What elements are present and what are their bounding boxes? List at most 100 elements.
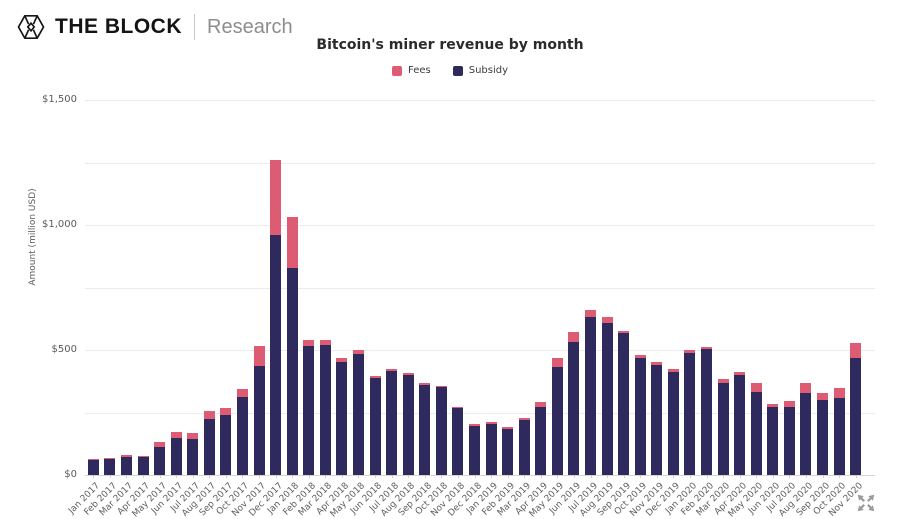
bar-jun-2017[interactable] <box>170 431 182 475</box>
fees-segment <box>485 422 497 425</box>
legend-swatch-fees <box>391 65 402 76</box>
subsidy-segment <box>767 407 779 475</box>
bar-apr-2018[interactable] <box>336 358 348 475</box>
subsidy-segment <box>236 396 248 475</box>
subsidy-segment <box>352 354 364 475</box>
x-tick <box>673 475 675 478</box>
bar-mar-2019[interactable] <box>518 418 530 475</box>
bar-apr-2020[interactable] <box>734 371 746 475</box>
x-tick <box>225 475 227 478</box>
the-block-cube-logo <box>17 14 45 40</box>
bar-dec-2018[interactable] <box>469 424 480 475</box>
brand-name: THE BLOCK <box>55 15 182 38</box>
bar-sep-2019[interactable] <box>618 330 630 475</box>
legend-label: Fees <box>407 65 431 76</box>
expand-arrows-icon[interactable] <box>855 492 877 514</box>
subsidy-segment <box>833 398 845 475</box>
gridline-250 <box>85 412 875 414</box>
x-tick <box>159 475 161 478</box>
subsidy-segment <box>104 459 116 475</box>
x-tick <box>192 475 194 478</box>
bar-may-2020[interactable] <box>750 383 762 475</box>
bar-apr-2019[interactable] <box>535 401 547 475</box>
bar-oct-2018[interactable] <box>435 386 447 475</box>
bar-feb-2017[interactable] <box>104 458 116 475</box>
x-tick <box>607 475 609 478</box>
fees-segment <box>336 358 348 362</box>
bar-aug-2018[interactable] <box>402 373 414 475</box>
fees-segment <box>585 310 597 317</box>
subsidy-segment <box>667 371 679 475</box>
subsidy-segment <box>701 349 713 475</box>
bar-mar-2017[interactable] <box>120 455 132 475</box>
chart-title: Bitcoin's miner revenue by month <box>316 37 584 53</box>
fees-segment <box>104 458 116 460</box>
bar-may-2019[interactable] <box>551 358 563 475</box>
x-tick <box>209 475 211 478</box>
bar-jun-2019[interactable] <box>568 331 580 475</box>
legend-item-subsidy[interactable]: Subsidy <box>452 65 508 76</box>
bar-aug-2017[interactable] <box>203 411 215 475</box>
bar-jul-2017[interactable] <box>187 433 199 475</box>
bar-aug-2020[interactable] <box>800 383 812 475</box>
x-tick <box>739 475 741 478</box>
bar-jul-2019[interactable] <box>585 310 597 475</box>
bar-sep-2017[interactable] <box>220 408 232 475</box>
brand-divider <box>194 14 195 40</box>
fees-segment <box>419 383 431 385</box>
bar-nov-2018[interactable] <box>452 406 464 475</box>
x-tick <box>341 475 343 478</box>
subsidy-segment <box>535 406 547 475</box>
fees-segment <box>734 371 746 375</box>
gridline-750 <box>85 287 875 289</box>
bar-jan-2018[interactable] <box>286 216 298 475</box>
subsidy-segment <box>170 438 182 475</box>
bar-jan-2020[interactable] <box>684 350 696 475</box>
y-axis-label: Amount (million USD) <box>28 188 38 286</box>
bar-jun-2018[interactable] <box>369 375 381 475</box>
bar-oct-2020[interactable] <box>833 387 845 475</box>
x-tick <box>623 475 625 478</box>
bar-aug-2019[interactable] <box>601 317 613 475</box>
x-tick <box>805 475 807 478</box>
bar-jun-2020[interactable] <box>767 404 779 475</box>
bar-sep-2018[interactable] <box>419 383 431 475</box>
bar-nov-2017[interactable] <box>253 346 265 475</box>
legend-item-fees[interactable]: Fees <box>391 65 431 76</box>
bar-sep-2020[interactable] <box>817 392 829 475</box>
bar-jul-2018[interactable] <box>386 369 398 475</box>
bar-apr-2017[interactable] <box>137 455 149 475</box>
bar-jan-2017[interactable] <box>87 459 99 475</box>
fees-segment <box>667 369 679 372</box>
fees-segment <box>236 389 248 397</box>
x-tick <box>143 475 144 478</box>
bar-jul-2020[interactable] <box>783 401 795 475</box>
bar-oct-2019[interactable] <box>634 355 646 475</box>
bar-jan-2019[interactable] <box>485 422 497 475</box>
x-tick <box>457 475 459 478</box>
fees-segment <box>833 387 845 399</box>
subsidy-segment <box>750 391 762 475</box>
bar-dec-2017[interactable] <box>270 160 282 475</box>
bar-feb-2018[interactable] <box>303 340 315 475</box>
bar-dec-2019[interactable] <box>667 369 679 475</box>
fees-segment <box>270 160 282 235</box>
fees-segment <box>87 459 99 460</box>
bar-nov-2020[interactable] <box>850 343 862 475</box>
bar-may-2018[interactable] <box>352 350 364 475</box>
bar-oct-2017[interactable] <box>236 389 248 475</box>
fees-segment <box>469 424 480 426</box>
bar-mar-2020[interactable] <box>717 379 729 475</box>
fees-segment <box>187 433 199 440</box>
subsidy-segment <box>800 393 812 475</box>
x-tick <box>275 475 277 478</box>
x-tick <box>507 475 509 478</box>
fees-segment <box>634 355 646 359</box>
subsidy-segment <box>717 382 729 475</box>
bar-nov-2019[interactable] <box>651 361 663 475</box>
bar-mar-2018[interactable] <box>319 340 331 475</box>
bar-may-2017[interactable] <box>154 442 166 475</box>
bar-feb-2019[interactable] <box>502 427 514 475</box>
bar-feb-2020[interactable] <box>701 346 713 475</box>
